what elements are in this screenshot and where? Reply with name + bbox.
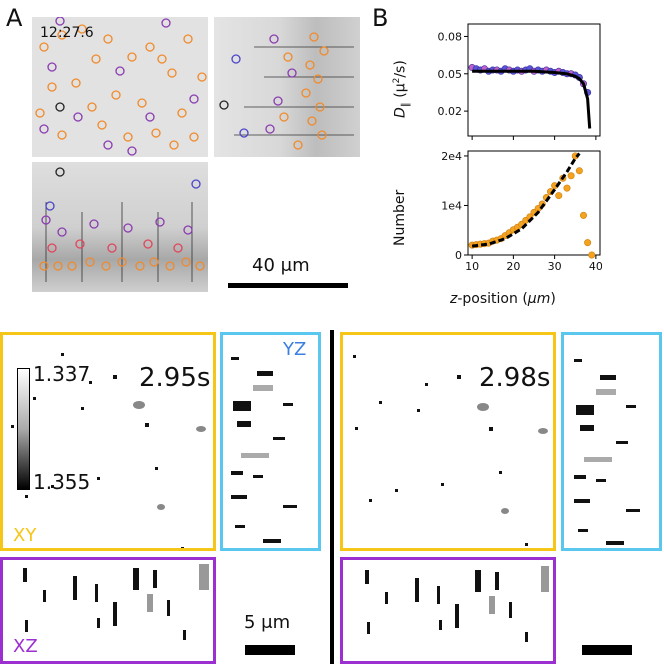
top-ylabel-unit: (μ xyxy=(392,83,409,98)
colorbar-bottom-label: 1.355 xyxy=(33,470,91,494)
xz-label-c: XZ xyxy=(13,636,38,657)
xz-spots-d xyxy=(365,566,549,642)
number-ytick-label: 0 xyxy=(455,249,462,262)
colorbar-top-label: 1.337 xyxy=(33,362,91,386)
x-axis-label: z-position (μm) xyxy=(450,291,556,307)
top-ylabel-unit-end: /s) xyxy=(392,60,409,78)
number-xtick-label: 20 xyxy=(506,260,520,273)
diffusion-ytick-label: 0.08 xyxy=(438,30,463,43)
xy-particle-markers xyxy=(35,17,207,156)
yz-microscopy-image xyxy=(214,17,360,157)
time-label-d: 2.98s xyxy=(479,363,551,393)
xz-particle-markers xyxy=(39,167,205,282)
panel-label-b: B xyxy=(372,4,389,32)
xz-view-c: XZ xyxy=(0,557,216,664)
xz-spots-c xyxy=(23,564,209,640)
panel-c-scalebar xyxy=(245,645,295,655)
yz-label-c: YZ xyxy=(283,339,307,360)
number-axes-frame xyxy=(467,150,601,256)
x-axis-label-close: ) xyxy=(550,291,556,307)
panel-a-scalebar-label: 40 μm xyxy=(252,255,310,276)
diffusion-axes-frame xyxy=(467,23,601,137)
colorbar xyxy=(17,368,30,490)
number-ytick-label: 1e4 xyxy=(441,199,462,212)
yz-spots-c xyxy=(231,357,297,543)
x-axis-label-unit: μm xyxy=(527,291,551,307)
panel-c-scalebar-label: 5 μm xyxy=(244,612,291,633)
top-ylabel: D∥ (μ2/s) xyxy=(392,60,411,118)
x-axis-label-italic: z xyxy=(450,291,458,307)
xz-view-d xyxy=(340,557,556,664)
yz-view-c: YZ xyxy=(220,332,321,551)
xy-microscopy-image: 12:27.6 xyxy=(32,17,208,157)
timestamp: 12:27.6 xyxy=(40,25,94,41)
number-data-point xyxy=(555,192,563,200)
diffusion-fit-line xyxy=(472,69,592,129)
time-label-c: 2.95s xyxy=(139,363,211,393)
diffusion-ytick-label: 0.02 xyxy=(438,105,463,118)
xy-spots-d xyxy=(353,355,548,546)
panel-a-scalebar xyxy=(228,283,348,288)
xz-microscopy-image xyxy=(32,162,208,292)
xy-view-c: 1.337 1.355 2.95s XY xyxy=(0,332,216,551)
top-ylabel-sub: ∥ xyxy=(400,102,412,108)
panel-label-a: A xyxy=(6,4,23,32)
number-fit-line xyxy=(471,152,581,248)
diffusion-ytick-label: 0.05 xyxy=(438,68,463,81)
number-data-point xyxy=(567,172,575,180)
yz-view-d xyxy=(561,332,662,551)
number-data-point xyxy=(563,184,571,192)
number-data-point xyxy=(588,251,596,259)
x-axis-label-rest: -position ( xyxy=(457,291,528,307)
number-xtick-label: 10 xyxy=(465,260,479,273)
xy-spots-c xyxy=(11,353,206,548)
number-data-point xyxy=(580,211,588,219)
xy-label-c: XY xyxy=(13,525,37,546)
number-data-point xyxy=(575,167,583,175)
vertical-divider xyxy=(330,330,334,664)
panel-d-scalebar xyxy=(582,645,632,655)
yz-particle-markers xyxy=(219,32,354,150)
bottom-ylabel: Number xyxy=(392,189,408,246)
diffusion-chart: 0.08 0.05 0.02 xyxy=(438,23,601,140)
number-data-point xyxy=(584,239,592,247)
number-xtick-label: 30 xyxy=(548,260,562,273)
yz-spots-d xyxy=(574,359,640,545)
top-ylabel-main: D xyxy=(392,107,409,118)
top-ylabel-unit-sup: 2 xyxy=(392,77,402,84)
number-ytick-label: 2e4 xyxy=(441,150,462,163)
number-chart: 2e4 1e4 010 20 30 40 xyxy=(441,150,602,273)
number-xtick-label: 40 xyxy=(589,260,602,273)
xy-view-d: 2.98s xyxy=(340,332,556,551)
